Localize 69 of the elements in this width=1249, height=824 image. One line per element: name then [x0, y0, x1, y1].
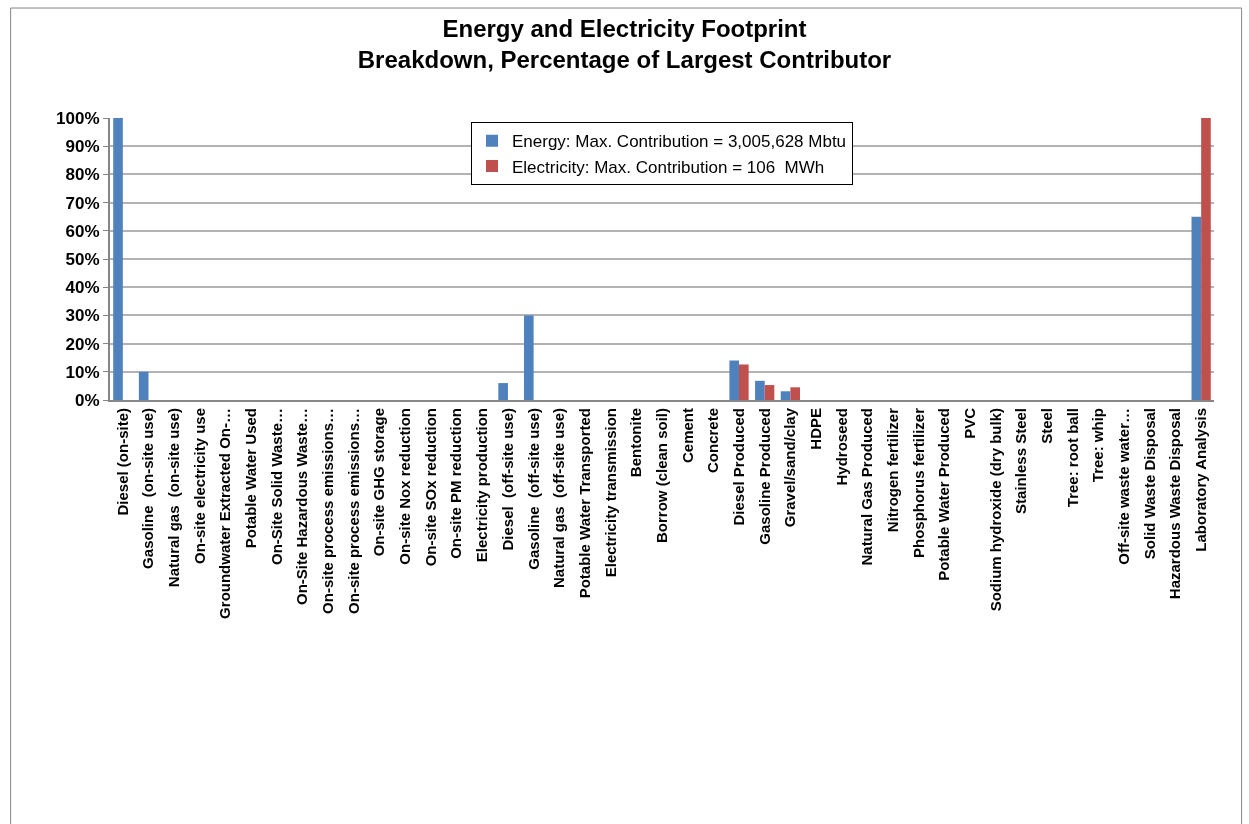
x-tick-label: On-Site Hazardous Waste…: [293, 408, 311, 605]
y-tick-label: 10%: [65, 362, 100, 382]
x-tick-label: Potable Water Produced: [935, 408, 953, 581]
bar: [780, 391, 791, 400]
x-tick-label: Sodium hydroxide (dry bulk): [986, 408, 1004, 612]
bar: [1201, 118, 1211, 400]
x-tick-label: HDPE: [806, 408, 824, 450]
x-tick-label: Cement: [678, 408, 696, 464]
x-tick-label: Electricity transmission: [601, 408, 619, 578]
y-tick-label: 0%: [75, 390, 100, 410]
x-tick-label: Diesel (on-site): [113, 408, 131, 516]
x-tick-label: Hazardous Waste Disposal: [1166, 408, 1184, 600]
x-tick-label: Hydroseed: [832, 408, 850, 486]
bar: [755, 380, 765, 400]
x-tick-label: Gasoline (off-site use): [524, 408, 542, 570]
bar: [1191, 216, 1202, 400]
x-tick-label: Potable Water Used: [242, 408, 260, 549]
x-tick-label: Solid Waste Disposal: [1140, 408, 1158, 560]
x-tick-label: Diesel (off-site use): [498, 408, 516, 551]
x-tick-label: Potable Water Transported: [575, 408, 593, 599]
x-tick-label: Natural gas (off-site use): [550, 408, 568, 589]
x-tick-label: Stainless Steel: [1012, 408, 1030, 514]
legend-label: Energy: Max. Contribution = 3,005,628 Mbtu: [512, 132, 847, 152]
y-tick-label: 90%: [65, 137, 100, 157]
x-tick-label: Nitrogen fertilizer: [883, 407, 901, 533]
y-tick-label: 40%: [65, 278, 100, 298]
bar: [790, 387, 800, 400]
y-tick-label: 50%: [65, 249, 100, 269]
x-tick-label: Concrete: [704, 408, 722, 474]
x-tick-label: Natural gas (on-site use): [165, 408, 183, 588]
x-tick-label: Phosphorus fertilizer: [909, 407, 927, 559]
bar: [764, 385, 775, 400]
bar: [739, 364, 749, 400]
x-tick-label: Laboratory Analysis: [1192, 408, 1210, 552]
legend-label: Electricity: Max. Contribution = 106 MWh: [512, 157, 825, 177]
x-tick-label: On-site PM reduction: [447, 408, 465, 559]
x-tick-label: On-site process emissions…: [344, 408, 362, 614]
bar: [729, 360, 740, 400]
x-tick-label: Borrow (clean soil): [652, 408, 670, 544]
y-tick-label: 70%: [65, 193, 100, 213]
x-tick-label: On-site Nox reduction: [396, 408, 414, 565]
x-tick-label: On-site SOx reduction: [421, 408, 439, 567]
x-tick-label: On-site process emissions…: [319, 408, 337, 614]
y-tick-label: 80%: [65, 165, 100, 185]
x-tick-label: Bentonite: [627, 408, 645, 478]
y-tick-label: 60%: [65, 221, 100, 241]
bar: [138, 371, 149, 400]
bar: [113, 118, 123, 400]
bar: [498, 383, 508, 400]
x-tick-label: Natural Gas Produced: [858, 408, 876, 566]
x-tick-label: Groundwater Extracted On-…: [216, 408, 234, 619]
x-tick-label: Steel: [1037, 408, 1055, 444]
x-tick-label: Tree: whip: [1089, 408, 1107, 483]
x-tick-label: Off-site waste water…: [1115, 408, 1133, 565]
x-tick-label: Gasoline (on-site use): [139, 408, 157, 569]
x-tick-label: Gravel/sand/clay: [781, 407, 799, 528]
y-tick-label: 30%: [65, 306, 100, 326]
x-tick-label: Tree: root ball: [1063, 408, 1081, 508]
bar: [524, 315, 534, 400]
x-tick-label: Gasoline Produced: [755, 408, 773, 545]
x-tick-label: On-Site Solid Waste…: [267, 408, 285, 565]
chart-title: Energy and Electricity Footprint Breakdown, Percentage of Largest Contributor: [357, 15, 892, 74]
x-tick-label: On-site electricity use: [190, 408, 208, 564]
x-tick-label: On-site GHG storage: [370, 408, 388, 557]
y-tick-label: 20%: [65, 334, 100, 354]
x-tick-label: PVC: [960, 407, 978, 439]
x-tick-label: Diesel Produced: [729, 408, 747, 526]
x-tick-label: Electricity production: [473, 408, 491, 563]
y-tick-label: 100%: [56, 108, 100, 128]
